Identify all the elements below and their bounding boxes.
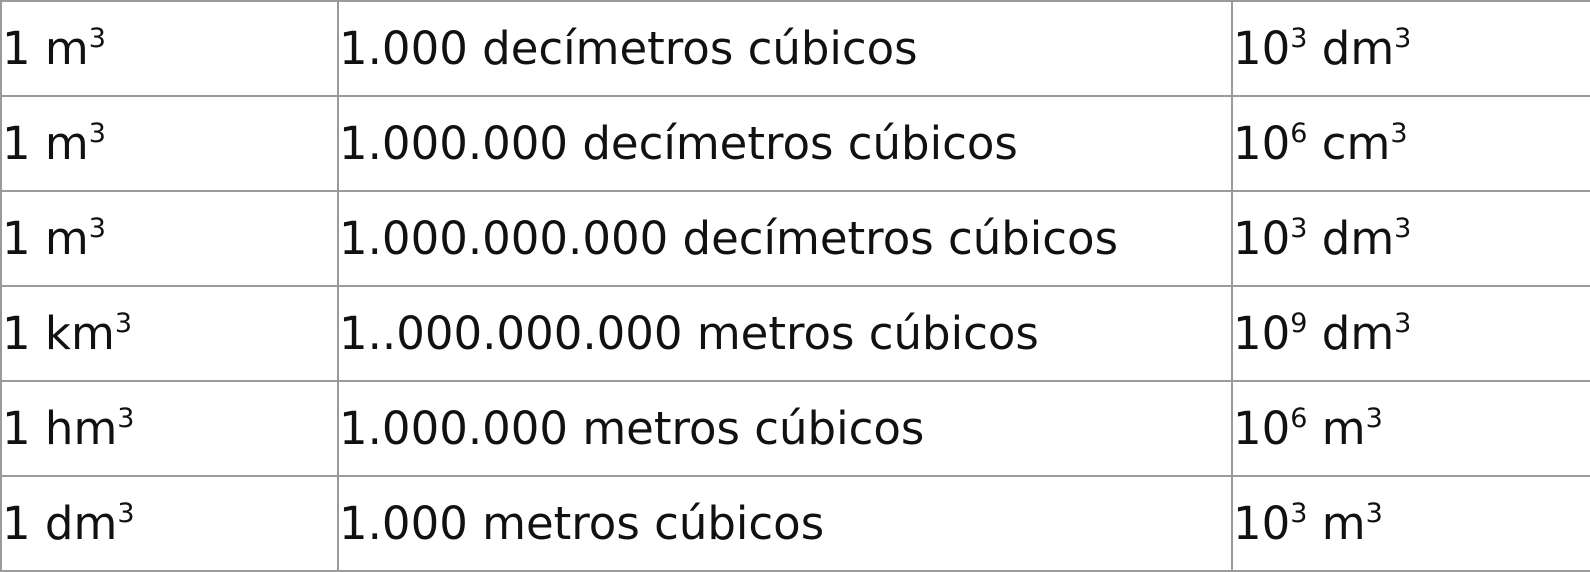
power-cell: 103 dm3 <box>1231 0 1590 97</box>
unit-exponent: 3 <box>88 118 106 149</box>
table-row: 1 m3 1.000.000 decímetros cúbicos 106 cm… <box>0 95 1590 192</box>
equivalence-cell: 1.000.000.000 decímetros cúbicos <box>337 190 1233 287</box>
power-unit: m <box>1307 402 1366 455</box>
power-unit: cm <box>1307 117 1391 170</box>
power-exponent: 3 <box>1290 23 1308 54</box>
power-mantissa: 10 <box>1233 212 1291 265</box>
unit-base: 1 m <box>2 22 89 75</box>
equivalence-cell: 1.000 metros cúbicos <box>337 475 1233 572</box>
unit-cell: 1 hm3 <box>0 380 339 477</box>
power-mantissa: 10 <box>1233 402 1291 455</box>
power-mantissa: 10 <box>1233 497 1291 550</box>
power-unit-exponent: 3 <box>1394 213 1412 244</box>
table-row: 1 m3 1.000.000.000 decímetros cúbicos 10… <box>0 190 1590 287</box>
power-unit-exponent: 3 <box>1390 118 1408 149</box>
unit-exponent: 3 <box>114 308 133 339</box>
power-cell: 109 dm3 <box>1231 285 1590 382</box>
power-cell: 106 cm3 <box>1231 95 1590 192</box>
power-cell: 103 m3 <box>1231 475 1590 572</box>
table-row: 1 m3 1.000 decímetros cúbicos 103 dm3 <box>0 0 1590 97</box>
unit-cell: 1 m3 <box>0 0 339 97</box>
power-unit-exponent: 3 <box>1394 308 1412 339</box>
equivalence-cell: 1.000 decímetros cúbicos <box>337 0 1233 97</box>
power-unit-exponent: 3 <box>1365 498 1383 529</box>
power-exponent: 3 <box>1290 498 1308 529</box>
unit-cell: 1 m3 <box>0 190 339 287</box>
unit-exponent: 3 <box>117 403 135 434</box>
equivalence-cell: 1..000.000.000 metros cúbicos <box>337 285 1233 382</box>
equivalence-cell: 1.000.000 decímetros cúbicos <box>337 95 1233 192</box>
unit-base: 1 m <box>2 117 89 170</box>
power-exponent: 3 <box>1290 213 1308 244</box>
equivalence-cell: 1.000.000 metros cúbicos <box>337 380 1233 477</box>
table-row: 1 dm3 1.000 metros cúbicos 103 m3 <box>0 475 1590 572</box>
unit-exponent: 3 <box>117 498 135 529</box>
unit-cell: 1 km3 <box>0 285 339 382</box>
unit-cell: 1 dm3 <box>0 475 339 572</box>
table-row: 1 hm3 1.000.000 metros cúbicos 106 m3 <box>0 380 1590 477</box>
table-row: 1 km3 1..000.000.000 metros cúbicos 109 … <box>0 285 1590 382</box>
unit-cell: 1 m3 <box>0 95 339 192</box>
unit-base: 1 m <box>2 212 89 265</box>
power-exponent: 6 <box>1290 118 1308 149</box>
unit-exponent: 3 <box>88 23 106 54</box>
power-unit-exponent: 3 <box>1365 403 1383 434</box>
power-unit-exponent: 3 <box>1394 23 1412 54</box>
power-mantissa: 10 <box>1233 117 1291 170</box>
unit-base: 1 dm <box>2 497 118 550</box>
power-cell: 106 m3 <box>1231 380 1590 477</box>
power-unit: m <box>1307 497 1366 550</box>
power-exponent: 9 <box>1290 308 1308 339</box>
power-unit: dm <box>1307 307 1395 360</box>
power-mantissa: 10 <box>1233 22 1291 75</box>
power-exponent: 6 <box>1290 403 1308 434</box>
unit-base: 1 km <box>2 307 115 360</box>
unit-base: 1 hm <box>2 402 118 455</box>
power-unit: dm <box>1307 22 1395 75</box>
power-mantissa: 10 <box>1233 307 1291 360</box>
power-unit: dm <box>1307 212 1395 265</box>
power-cell: 103 dm3 <box>1231 190 1590 287</box>
unit-exponent: 3 <box>88 213 106 244</box>
